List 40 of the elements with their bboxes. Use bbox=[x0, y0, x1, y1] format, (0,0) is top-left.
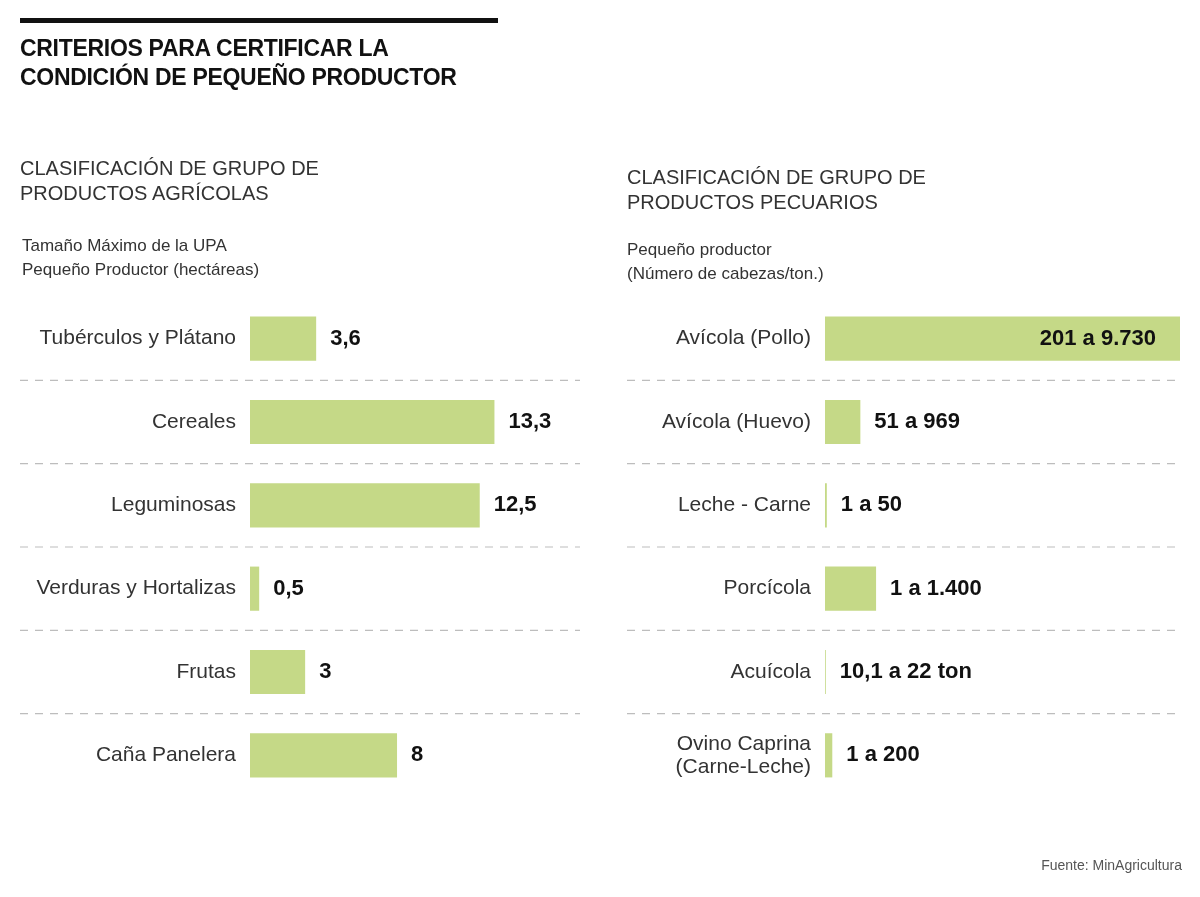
chart-subtitle: CLASIFICACIÓN DE GRUPO DE PRODUCTOS AGRÍCOLAS bbox=[20, 156, 320, 206]
bar bbox=[825, 316, 1180, 361]
y-tick-label: Tubérculos y Plátano bbox=[39, 325, 236, 349]
y-tick-label: Avícola (Huevo) bbox=[661, 408, 811, 432]
bar bbox=[825, 733, 833, 778]
y-tick-label: Caña Panelera bbox=[95, 742, 237, 766]
y-tick-label: Leche - Carne bbox=[677, 492, 811, 516]
chart-subtitle: CLASIFICACIÓN DE GRUPO DE PRODUCTOS PECUARIOS bbox=[627, 165, 927, 215]
bar bbox=[825, 399, 861, 445]
y-tick-label: Cereales bbox=[151, 408, 236, 432]
data-label: 1 a 200 bbox=[846, 741, 920, 767]
bar bbox=[250, 399, 495, 445]
data-label: 51 a 969 bbox=[874, 408, 960, 434]
chart-title: CRITERIOS PARA CERTIFICAR LA CONDICIÓN DE PEQUEÑO PRODUCTOR bbox=[20, 34, 458, 92]
y-tick-label: Ovino Caprina (Carne-Leche) bbox=[675, 730, 812, 777]
y-tick-label: Frutas bbox=[176, 658, 236, 682]
y-tick-label: Avícola (Pollo) bbox=[675, 325, 811, 349]
bar bbox=[250, 566, 260, 611]
y-tick-label: Verduras y Hortalizas bbox=[36, 575, 236, 599]
data-label: 1 a 1.400 bbox=[890, 574, 982, 600]
bar bbox=[825, 566, 877, 611]
data-label: 1 a 50 bbox=[840, 491, 902, 517]
data-label: 12,5 bbox=[493, 491, 537, 517]
data-label: 13,3 bbox=[508, 408, 552, 434]
data-label: 8 bbox=[411, 741, 424, 767]
bar bbox=[250, 316, 317, 361]
data-label: 3 bbox=[319, 658, 332, 684]
bar bbox=[250, 483, 480, 528]
data-label: 201 a 9.730 bbox=[1039, 324, 1156, 350]
x-axis-title: Tamaño Máximo de la UPA Pequeño Productor (hectáreas) bbox=[22, 235, 261, 281]
bar bbox=[250, 649, 306, 695]
data-label: 3,6 bbox=[330, 324, 361, 350]
y-tick-label: Acuícola bbox=[730, 658, 812, 682]
y-tick-label: Leguminosas bbox=[111, 492, 236, 516]
data-label: 0,5 bbox=[273, 574, 304, 600]
bar bbox=[250, 733, 398, 778]
data-label: 10,1 a 22 ton bbox=[839, 658, 972, 684]
y-tick-label: Porcícola bbox=[723, 575, 812, 599]
x-axis-title: Pequeño productor (Número de cabezas/ton.) bbox=[627, 239, 825, 285]
source-note: Fuente: MinAgricultura bbox=[1041, 856, 1182, 874]
